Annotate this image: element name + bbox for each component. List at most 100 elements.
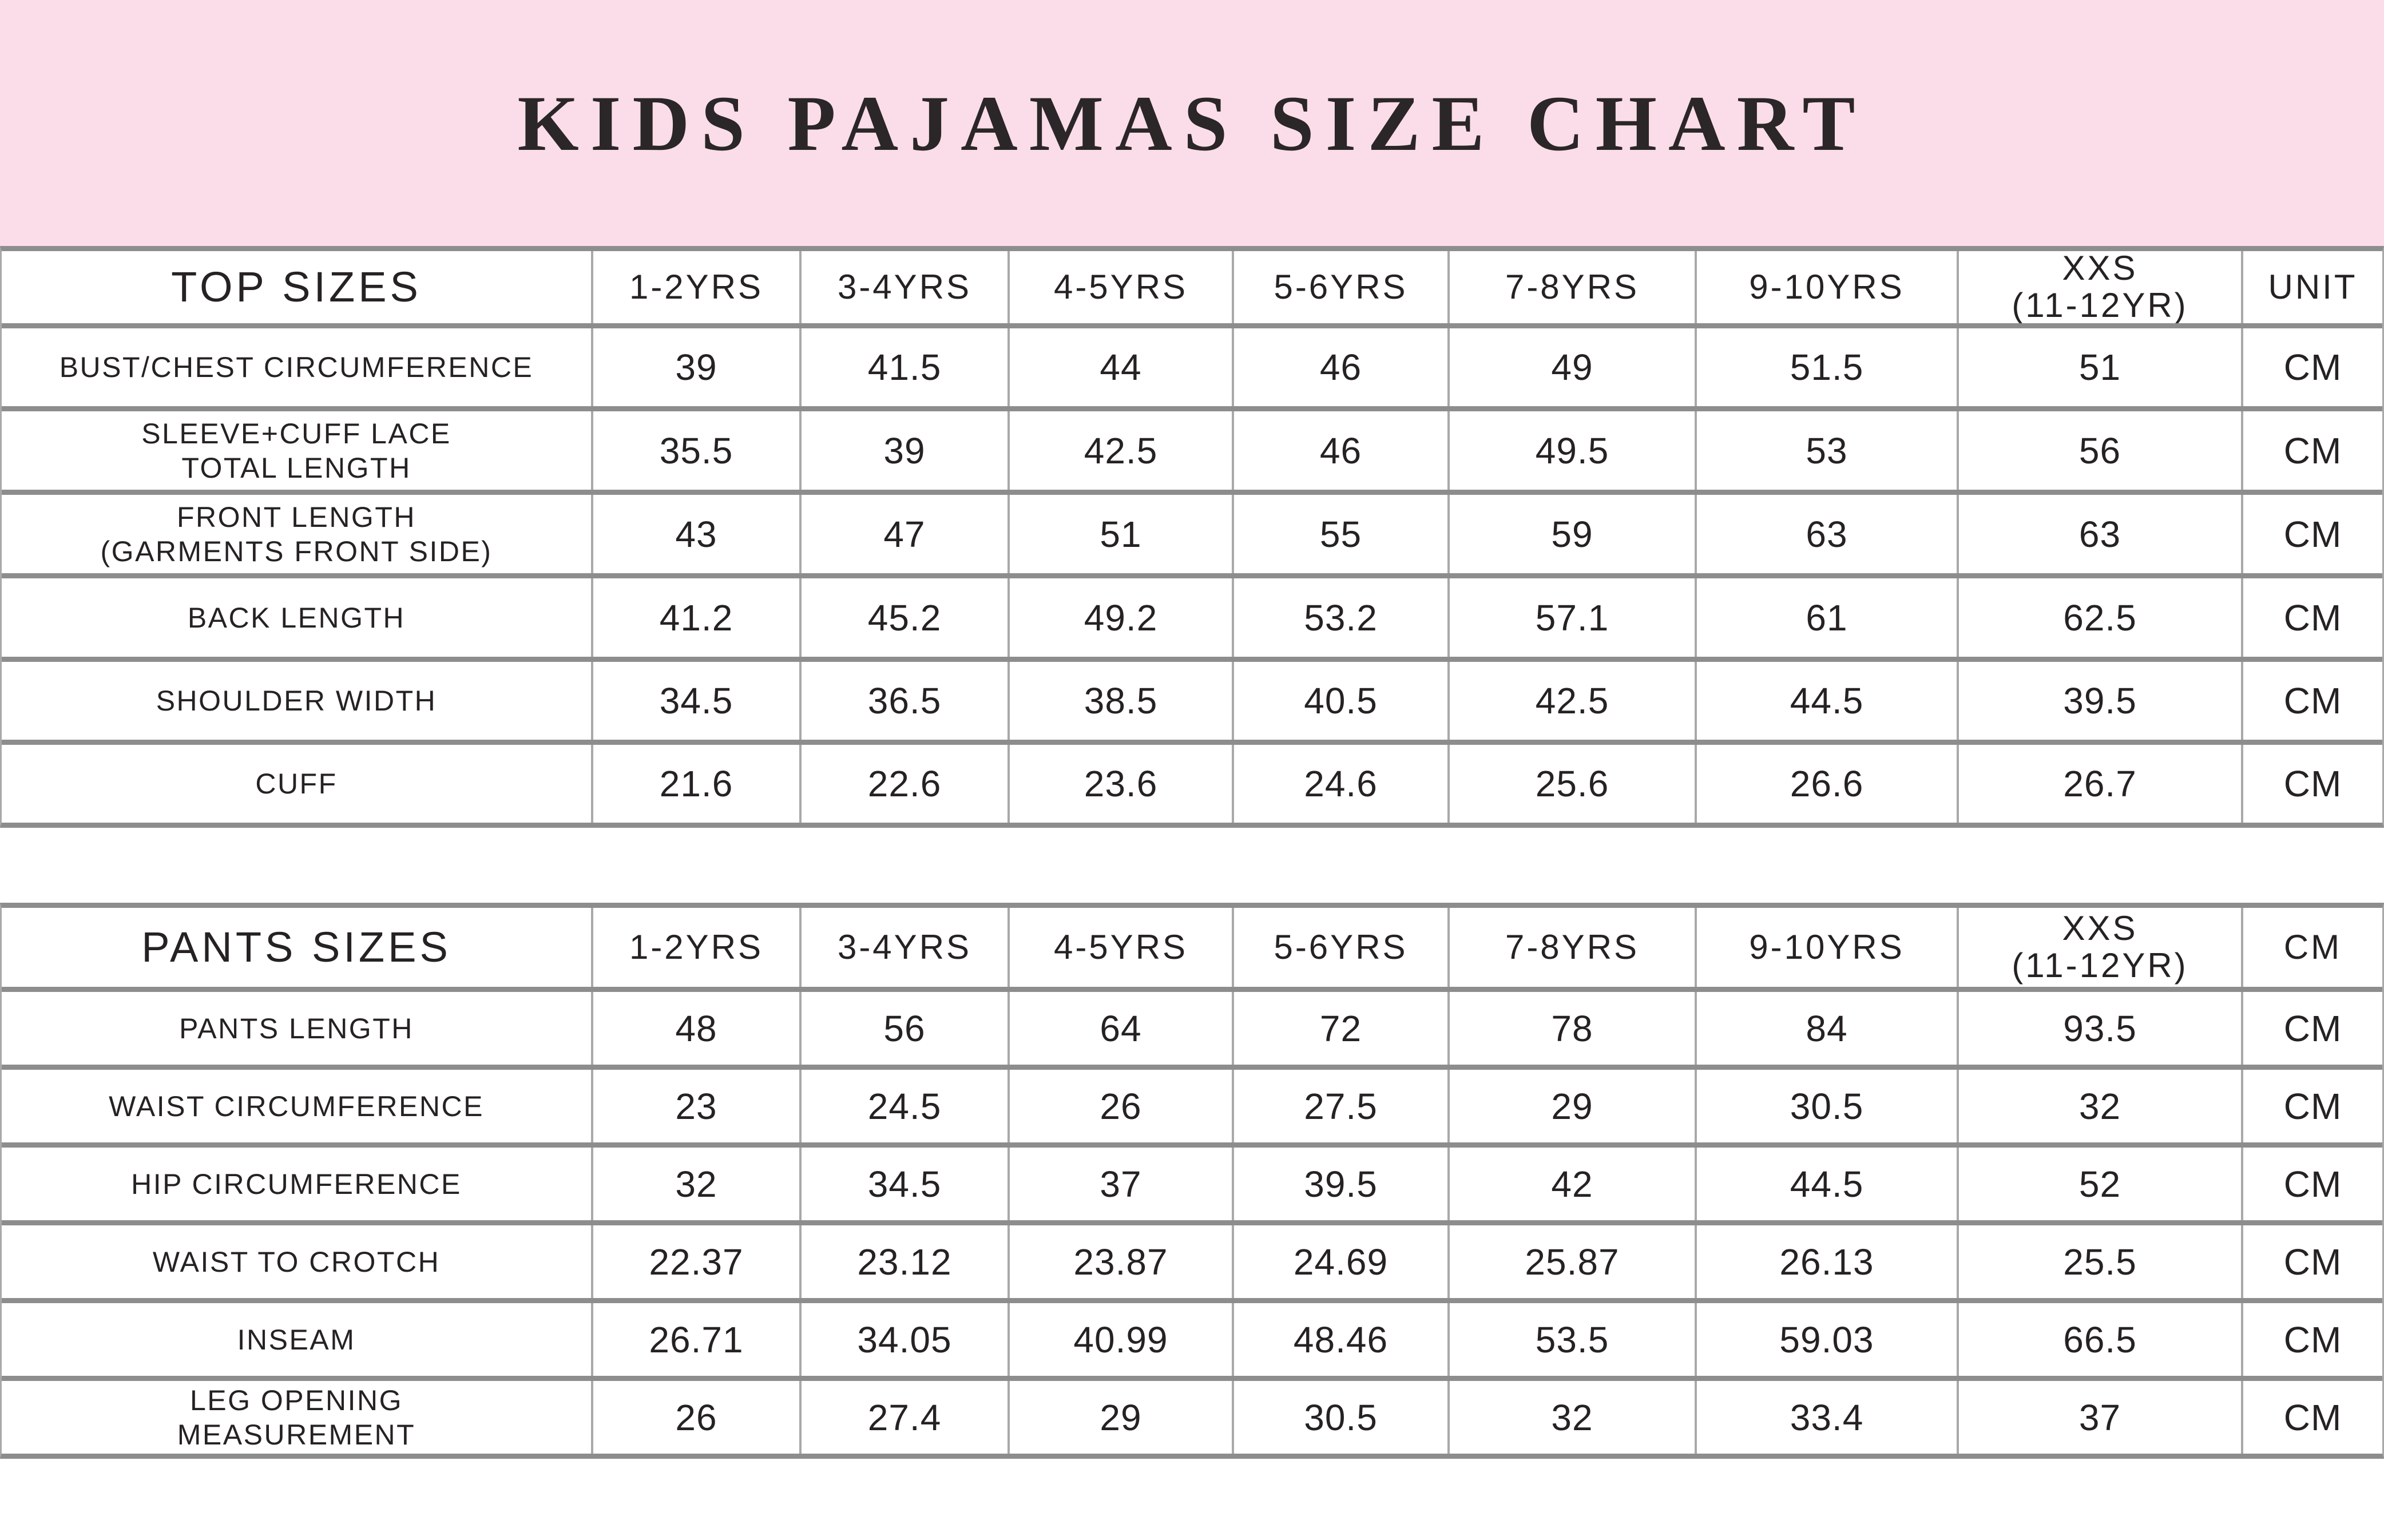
size-value: 48.46 xyxy=(1234,1303,1450,1376)
size-value: 27.5 xyxy=(1234,1070,1450,1142)
pants_table-grid: PANTS SIZES 1-2YRS 3-4YRS 4-5YRS 5-6YRS 7-8YR… xyxy=(0,903,2384,1459)
size-value: 59.03 xyxy=(1697,1303,1959,1376)
row-label: WAIST TO CROTCH xyxy=(2,1225,593,1298)
size-value: 23.6 xyxy=(1010,745,1234,823)
bottom-margin xyxy=(0,1459,2384,1540)
size-value: 46 xyxy=(1234,411,1450,490)
size-value: 44 xyxy=(1010,328,1234,406)
size-value: 49.5 xyxy=(1450,411,1697,490)
size-value: 34.05 xyxy=(802,1303,1010,1376)
size-value: 23 xyxy=(593,1070,802,1142)
unit-cell: CM xyxy=(2243,328,2382,406)
size-value: 29 xyxy=(1450,1070,1697,1142)
size-value: 56 xyxy=(802,992,1010,1065)
size-value: 39.5 xyxy=(1959,662,2243,740)
size-value: 93.5 xyxy=(1959,992,2243,1065)
size-value: 46 xyxy=(1234,328,1450,406)
col-header: XXS (11-12YR) xyxy=(1959,251,2243,323)
size-value: 25.87 xyxy=(1450,1225,1697,1298)
size-value: 23.12 xyxy=(802,1225,1010,1298)
size-value: 22.6 xyxy=(802,745,1010,823)
size-value: 37 xyxy=(1010,1148,1234,1220)
size-value: 30.5 xyxy=(1234,1381,1450,1454)
size-value: 42.5 xyxy=(1450,662,1697,740)
size-value: 78 xyxy=(1450,992,1697,1065)
size-value: 43 xyxy=(593,495,802,573)
chart-title: KIDS PAJAMAS SIZE CHART xyxy=(517,79,1867,167)
top_table-grid: TOP SIZES 1-2YRS 3-4YRS 4-5YRS 5-6YRS 7-8YRS 9… xyxy=(0,246,2384,828)
size-value: 24.5 xyxy=(802,1070,1010,1142)
size-value: 34.5 xyxy=(593,662,802,740)
unit-cell: CM xyxy=(2243,578,2382,657)
unit-cell: CM xyxy=(2243,1148,2382,1220)
size-value: 41.2 xyxy=(593,578,802,657)
size-value: 51 xyxy=(1959,328,2243,406)
row-label: PANTS LENGTH xyxy=(2,992,593,1065)
col-header: 5-6YRS xyxy=(1234,251,1450,323)
pants-sizes-table: PANTS SIZES 1-2YRS 3-4YRS 4-5YRS 5-6YRS 7-8YR… xyxy=(0,903,2384,1459)
size-value: 39 xyxy=(802,411,1010,490)
size-value: 34.5 xyxy=(802,1148,1010,1220)
size-value: 44.5 xyxy=(1697,662,1959,740)
size-value: 57.1 xyxy=(1450,578,1697,657)
size-value: 47 xyxy=(802,495,1010,573)
size-value: 84 xyxy=(1697,992,1959,1065)
size-value: 33.4 xyxy=(1697,1381,1959,1454)
col-header: 3-4YRS xyxy=(802,251,1010,323)
size-value: 41.5 xyxy=(802,328,1010,406)
size-value: 40.99 xyxy=(1010,1303,1234,1376)
size-value: 52 xyxy=(1959,1148,2243,1220)
size-value: 72 xyxy=(1234,992,1450,1065)
size-value: 32 xyxy=(1450,1381,1697,1454)
size-value: 44.5 xyxy=(1697,1148,1959,1220)
size-value: 26 xyxy=(1010,1070,1234,1142)
row-label: CUFF xyxy=(2,745,593,823)
size-value: 56 xyxy=(1959,411,2243,490)
size-value: 55 xyxy=(1234,495,1450,573)
size-value: 61 xyxy=(1697,578,1959,657)
row-label: BACK LENGTH xyxy=(2,578,593,657)
unit-header: CM xyxy=(2243,908,2382,987)
unit-cell: CM xyxy=(2243,1381,2382,1454)
unit-cell: CM xyxy=(2243,662,2382,740)
size-value: 66.5 xyxy=(1959,1303,2243,1376)
col-header: 9-10YRS xyxy=(1697,251,1959,323)
unit-cell: CM xyxy=(2243,1070,2382,1142)
unit-cell: CM xyxy=(2243,1303,2382,1376)
size-value: 26.6 xyxy=(1697,745,1959,823)
row-label: INSEAM xyxy=(2,1303,593,1376)
col-header: 1-2YRS xyxy=(593,908,802,987)
size-value: 64 xyxy=(1010,992,1234,1065)
size-value: 27.4 xyxy=(802,1381,1010,1454)
size-value: 42 xyxy=(1450,1148,1697,1220)
top-sizes-table: TOP SIZES 1-2YRS 3-4YRS 4-5YRS 5-6YRS 7-8YRS 9… xyxy=(0,246,2384,828)
size-value: 26.71 xyxy=(593,1303,802,1376)
size-value: 49 xyxy=(1450,328,1697,406)
col-header: 9-10YRS xyxy=(1697,908,1959,987)
section-header: PANTS SIZES xyxy=(2,908,593,987)
size-value: 39 xyxy=(593,328,802,406)
col-header: XXS (11-12YR) xyxy=(1959,908,2243,987)
size-value: 26 xyxy=(593,1381,802,1454)
size-value: 30.5 xyxy=(1697,1070,1959,1142)
unit-cell: CM xyxy=(2243,1225,2382,1298)
title-banner: KIDS PAJAMAS SIZE CHART xyxy=(0,0,2384,246)
col-header: 5-6YRS xyxy=(1234,908,1450,987)
col-header: 7-8YRS xyxy=(1450,251,1697,323)
unit-cell: CM xyxy=(2243,745,2382,823)
unit-cell: CM xyxy=(2243,992,2382,1065)
size-value: 39.5 xyxy=(1234,1148,1450,1220)
size-value: 53.5 xyxy=(1450,1303,1697,1376)
unit-cell: CM xyxy=(2243,411,2382,490)
size-value: 35.5 xyxy=(593,411,802,490)
col-header: 4-5YRS xyxy=(1010,251,1234,323)
row-label: SLEEVE+CUFF LACE TOTAL LENGTH xyxy=(2,411,593,490)
size-value: 29 xyxy=(1010,1381,1234,1454)
size-value: 36.5 xyxy=(802,662,1010,740)
size-value: 49.2 xyxy=(1010,578,1234,657)
col-header: 7-8YRS xyxy=(1450,908,1697,987)
size-value: 42.5 xyxy=(1010,411,1234,490)
col-header: 3-4YRS xyxy=(802,908,1010,987)
size-value: 22.37 xyxy=(593,1225,802,1298)
size-value: 37 xyxy=(1959,1381,2243,1454)
